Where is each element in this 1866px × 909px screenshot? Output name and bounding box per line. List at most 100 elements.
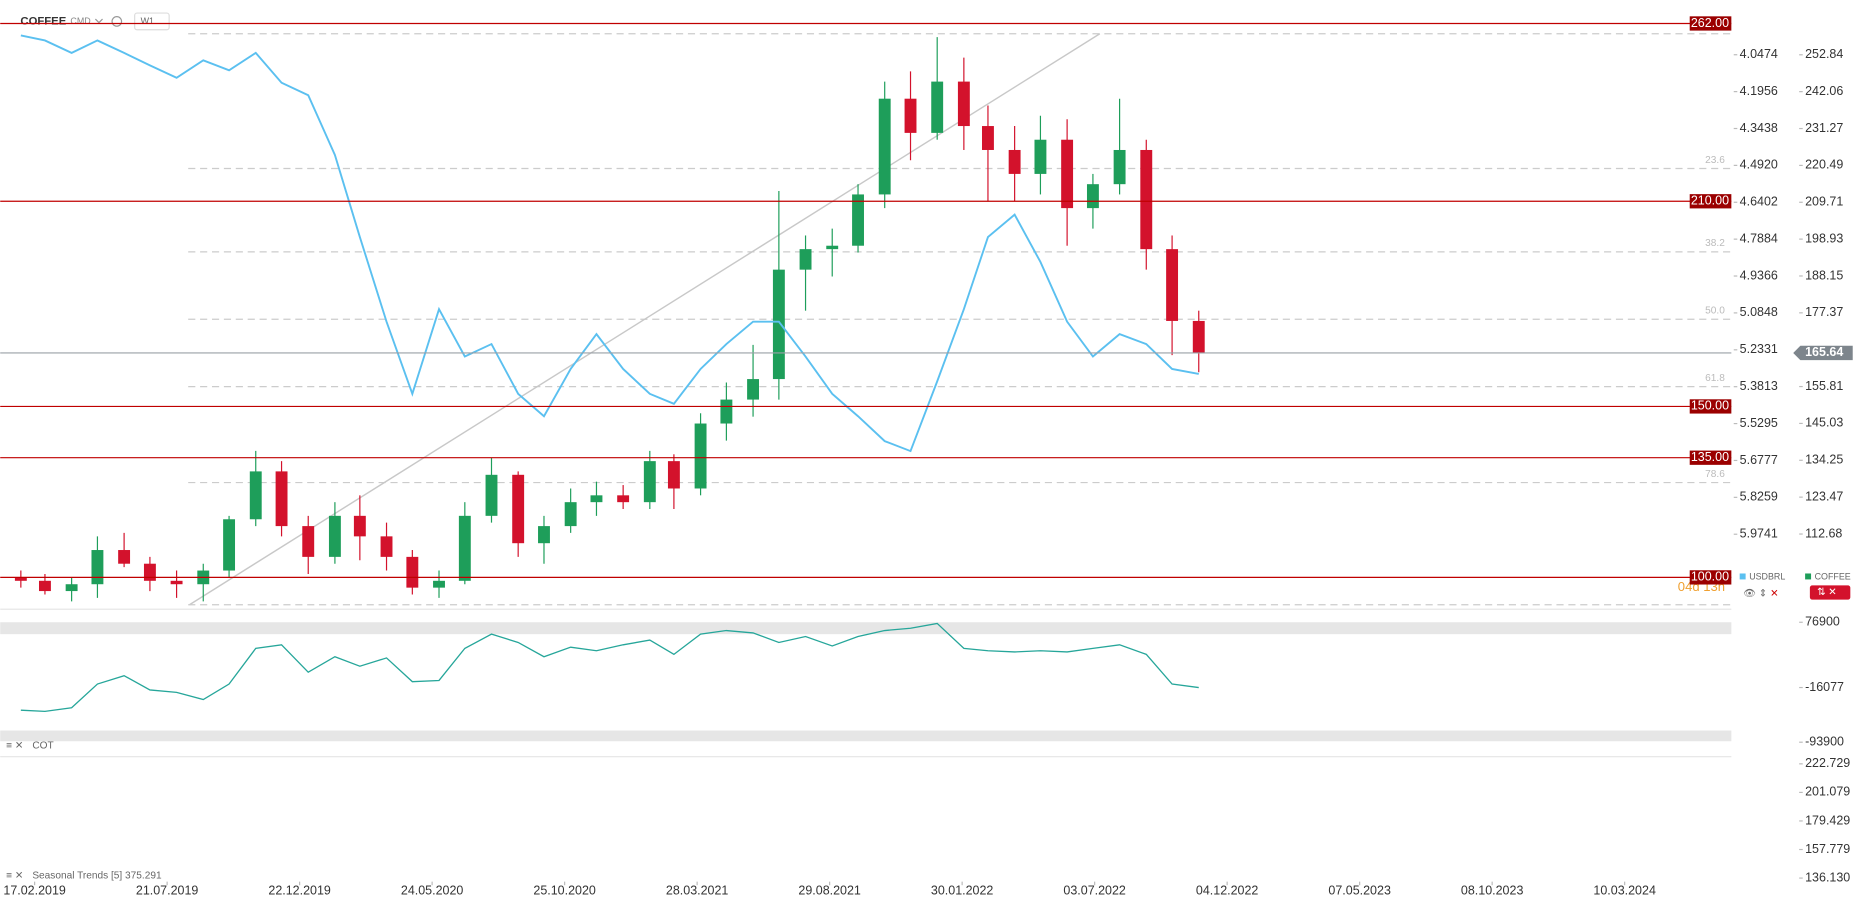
- y-tick-label: 134.25: [1805, 453, 1843, 467]
- series-tools-icons[interactable]: ⇅ ✕: [1817, 587, 1837, 598]
- line-series: [20, 34, 1199, 453]
- candle-body: [249, 471, 262, 520]
- y-tick-label: 145.03: [1805, 416, 1843, 430]
- fib-label: 23.6: [1705, 155, 1725, 166]
- candle-body: [772, 269, 785, 380]
- y-tick-label: 155.81: [1805, 379, 1843, 393]
- line-series: [20, 622, 1199, 713]
- candle-body: [538, 526, 550, 544]
- candle-body: [799, 249, 812, 270]
- level-box: [1689, 570, 1732, 585]
- candle-body: [65, 584, 78, 592]
- candle-body: [380, 536, 393, 557]
- candle-body: [1061, 139, 1074, 209]
- y-tick-label: 231.27: [1805, 121, 1843, 135]
- dropdown-icon[interactable]: [94, 18, 103, 24]
- x-tick-label: 07.05.2023: [1328, 883, 1391, 897]
- eye-icon[interactable]: 👁 ⇕ ✕: [1743, 588, 1778, 599]
- y-tick-label: 220.49: [1805, 158, 1843, 172]
- candle-body: [982, 126, 994, 150]
- last-price-label: 165.64: [1805, 345, 1843, 359]
- y-tick-label: 76900: [1805, 615, 1840, 629]
- x-tick-label: 17.02.2019: [3, 883, 66, 897]
- y2-tick-label: 5.2331: [1740, 342, 1778, 356]
- candle-body: [590, 495, 603, 503]
- y-tick-label: 201.079: [1805, 785, 1850, 799]
- y-tick-label: 123.47: [1805, 489, 1843, 503]
- candle-body: [1034, 139, 1047, 174]
- symbol-kind: CMD: [70, 16, 90, 26]
- y-tick-label: -93900: [1805, 734, 1844, 748]
- y-tick-label: 136.130: [1805, 870, 1850, 884]
- y2-tick-label: 4.6402: [1740, 195, 1778, 209]
- cot-lower-band: [0, 730, 1732, 742]
- y-tick-label: 157.779: [1805, 842, 1850, 856]
- level-box: [1689, 399, 1732, 414]
- symbol[interactable]: COFFEE: [20, 15, 66, 27]
- y2-tick-label: 4.9366: [1740, 268, 1778, 282]
- candle-body: [878, 98, 891, 195]
- y-tick-label: 252.84: [1805, 47, 1843, 61]
- candle-body: [275, 471, 288, 527]
- y-tick-label: 242.06: [1805, 84, 1843, 98]
- candle-body: [118, 550, 131, 564]
- candle-body: [852, 194, 864, 246]
- candle-body: [826, 245, 839, 250]
- candle-body: [1008, 149, 1021, 174]
- y-tick-label: 222.729: [1805, 756, 1850, 770]
- last-price-box: [1793, 345, 1853, 361]
- x-tick-label: 25.10.2020: [533, 883, 596, 897]
- trendline: [189, 33, 1101, 606]
- y-tick-label: 179.429: [1805, 813, 1850, 827]
- info-icon[interactable]: [111, 16, 123, 27]
- series-tools[interactable]: [1809, 585, 1851, 600]
- fib-label: 38.2: [1705, 238, 1725, 249]
- x-tick-label: 22.12.2019: [268, 883, 331, 897]
- candle-body: [353, 515, 366, 537]
- candle-body: [91, 550, 104, 585]
- candle-body: [170, 580, 183, 585]
- y2-tick-label: 4.1956: [1740, 84, 1778, 98]
- panel-icons[interactable]: ≡ ✕: [6, 870, 23, 881]
- y2-tick-label: 4.7884: [1740, 231, 1778, 245]
- candle-body: [747, 379, 760, 400]
- y2-tick-label: 4.3438: [1740, 121, 1778, 135]
- y2-tick-label: 5.9741: [1740, 527, 1778, 541]
- candle-body: [302, 526, 315, 557]
- candle-body: [458, 515, 471, 581]
- legend-label[interactable]: COFFEE: [1815, 571, 1851, 581]
- candle-body: [1140, 149, 1153, 250]
- x-tick-label: 03.07.2022: [1063, 883, 1126, 897]
- candle-body: [931, 81, 944, 133]
- legend-label[interactable]: USDBRL: [1749, 571, 1785, 581]
- y2-tick-label: 5.5295: [1740, 416, 1778, 430]
- main-plot: [14, 33, 1732, 606]
- x-tick-label: 30.01.2022: [931, 883, 994, 897]
- x-tick-label: 28.03.2021: [666, 883, 729, 897]
- fib-label: 78.6: [1705, 469, 1725, 480]
- candle-body: [485, 474, 498, 516]
- y2-tick-label: 4.4920: [1740, 158, 1778, 172]
- candle-body: [694, 423, 707, 489]
- x-tick-label: 29.08.2021: [798, 883, 861, 897]
- timeframe[interactable]: W1: [141, 16, 154, 26]
- level-label: 262.00: [1691, 16, 1729, 30]
- timeframe-box[interactable]: [134, 12, 170, 31]
- candle-body: [564, 502, 577, 527]
- y2-tick-label: 4.0474: [1740, 47, 1778, 61]
- panel-icons[interactable]: ≡ ✕: [6, 741, 23, 752]
- y-tick-label: 198.93: [1805, 231, 1843, 245]
- fib-label: 50.0: [1705, 306, 1725, 317]
- level-label: 100.00: [1691, 570, 1729, 584]
- candle-body: [38, 580, 51, 592]
- y-tick-label: -16077: [1805, 680, 1844, 694]
- x-tick-label: 10.03.2024: [1593, 883, 1656, 897]
- candle-body: [223, 519, 236, 571]
- y-tick-label: 112.68: [1805, 526, 1842, 540]
- level-box: [1689, 16, 1732, 31]
- candle-body: [720, 399, 733, 424]
- x-tick-label: 08.10.2023: [1461, 883, 1524, 897]
